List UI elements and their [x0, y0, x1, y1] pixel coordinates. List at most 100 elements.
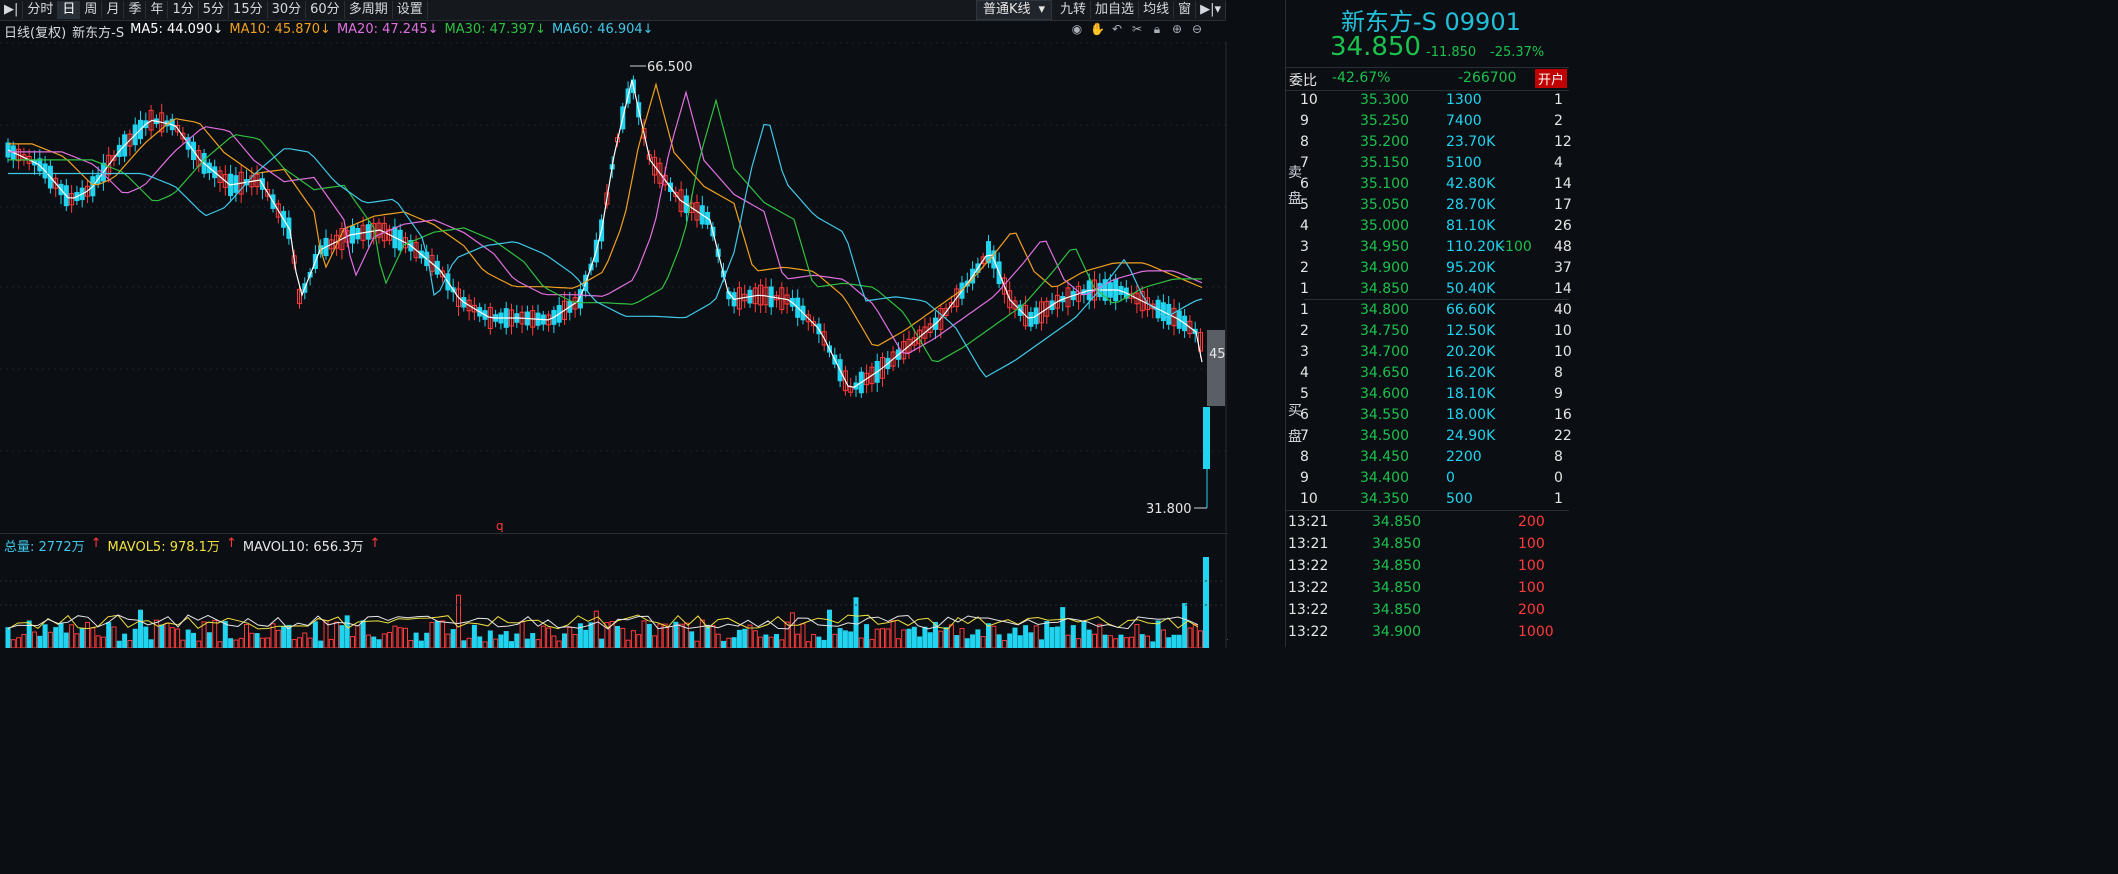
candle-body: [694, 202, 700, 221]
volume-bar: [249, 632, 255, 648]
period-tab-8[interactable]: 15分: [229, 1, 268, 19]
volume-bar: [970, 634, 976, 648]
ask-row[interactable]: 2 34.900 95.20K 37: [1286, 258, 1572, 279]
trade-price: 34.850: [1372, 602, 1421, 618]
volume-bar: [646, 623, 652, 648]
period-tab-0[interactable]: 分时: [23, 1, 59, 19]
bid-row[interactable]: 10 34.350 500 1: [1286, 489, 1569, 510]
candle-body: [805, 314, 811, 323]
bid-cnt: 22: [1554, 428, 1572, 444]
ask-row[interactable]: 8 35.200 23.70K 12: [1286, 132, 1572, 153]
scissors-icon[interactable]: ✂: [1131, 22, 1143, 36]
trade-vol: 100: [1518, 536, 1545, 552]
volume-bar: [524, 638, 530, 648]
bid-row[interactable]: 4 34.650 16.20K 8: [1286, 363, 1569, 384]
volume-bar: [1039, 639, 1044, 648]
volume-bar: [244, 623, 249, 648]
volume-bar: [334, 621, 340, 648]
ask-cnt: 37: [1554, 260, 1572, 276]
period-tab-5[interactable]: 年: [146, 1, 169, 19]
kline-type-select[interactable]: 普通K线 ▾: [975, 0, 1053, 20]
ask-row[interactable]: 5 35.050 28.70K 17: [1286, 195, 1572, 216]
trade-price: 34.850: [1372, 536, 1421, 552]
bid-row[interactable]: 3 34.700 20.20K 10: [1286, 342, 1572, 363]
ma60-label: MA60: 46.904↓: [552, 22, 654, 37]
bid-lvl: 10: [1300, 491, 1318, 507]
candle-body: [297, 288, 302, 305]
ask-vol: 7400: [1446, 113, 1482, 129]
undo-icon[interactable]: ↶: [1111, 22, 1123, 36]
period-tab-12[interactable]: 设置: [393, 1, 428, 19]
volume-chart[interactable]: 384 194 十万: [0, 533, 1228, 648]
period-tab-9[interactable]: 30分: [268, 1, 307, 19]
volume-bar: [1182, 603, 1188, 648]
volume-bar: [689, 631, 695, 648]
period-tab-2[interactable]: 周: [80, 1, 103, 19]
candle-body: [69, 193, 75, 206]
collapse-icon[interactable]: ▶|: [0, 1, 24, 19]
bid-row[interactable]: 5 34.600 18.10K 9: [1286, 384, 1569, 405]
candle-body: [127, 133, 133, 147]
bid-price: 34.700: [1360, 344, 1409, 360]
expand-icon[interactable]: ▶|▾: [1196, 1, 1226, 19]
lock-icon[interactable]: 🔒︎: [1153, 22, 1161, 36]
bid-row[interactable]: 2 34.750 12.50K 10: [1286, 321, 1572, 342]
low-label: 31.800: [1146, 502, 1192, 517]
volume-bar: [1171, 634, 1177, 648]
open-account-button[interactable]: 开户: [1535, 69, 1568, 88]
ask-row[interactable]: 7 35.150 5100 4: [1286, 153, 1569, 174]
volume-bar: [1060, 607, 1066, 648]
toolbar-right-item-3[interactable]: 窗: [1174, 1, 1197, 19]
ask-row[interactable]: 10 35.300 1300 1: [1286, 90, 1569, 111]
toolbar-right-item-2[interactable]: 均线: [1139, 1, 1175, 19]
zoom-in-icon[interactable]: ⊕: [1171, 22, 1183, 36]
volume-bar: [535, 639, 541, 648]
volume-bar: [1102, 634, 1108, 648]
ma60-line: [8, 123, 1203, 378]
volume-bar: [599, 638, 605, 648]
volume-bar: [328, 638, 334, 648]
candle-body: [572, 297, 578, 310]
zoom-out-icon[interactable]: ⊖: [1191, 22, 1203, 36]
high-label: 66.500: [647, 60, 693, 75]
bid-row[interactable]: 9 34.400 0 0: [1286, 468, 1569, 489]
ma30-line: [8, 98, 1202, 363]
period-tab-1[interactable]: 日: [58, 1, 81, 19]
ask-row[interactable]: 1 34.850 50.40K 14: [1286, 279, 1572, 300]
candlestick-chart[interactable]: 68.42862.06055.60549.23742.78236.327 66.…: [0, 42, 1228, 532]
volume-bar: [297, 637, 302, 648]
period-tab-6[interactable]: 1分: [168, 1, 199, 19]
volume-bar: [630, 630, 636, 648]
candle-body: [403, 237, 408, 249]
ask-row[interactable]: 3 34.950 110.20K -100 48: [1286, 237, 1572, 258]
volume-bar: [440, 620, 446, 648]
ask-row[interactable]: 9 35.250 7400 2: [1286, 111, 1569, 132]
candle-body: [1145, 297, 1150, 311]
period-tab-10[interactable]: 60分: [306, 1, 345, 19]
candle-body: [339, 228, 345, 251]
period-tab-3[interactable]: 月: [102, 1, 125, 19]
bid-row[interactable]: 8 34.450 2200 8: [1286, 447, 1569, 468]
ask-row[interactable]: 4 35.000 81.10K 26: [1286, 216, 1572, 237]
bid-row[interactable]: 7 34.500 24.90K 22: [1286, 426, 1572, 447]
bid-row[interactable]: 6 34.550 18.00K 16: [1286, 405, 1572, 426]
eye-icon[interactable]: ◉: [1071, 22, 1083, 36]
trade-row: 13:22 34.850 100: [1286, 577, 1569, 599]
bid-vol: 20.20K: [1446, 344, 1496, 360]
current-tag-label: 45: [1209, 347, 1226, 362]
volume-bar: [715, 633, 721, 648]
toolbar-right-item-0[interactable]: 九转: [1056, 1, 1092, 19]
period-tab-4[interactable]: 季: [124, 1, 147, 19]
volume-bar: [954, 635, 960, 648]
ask-vol: 28.70K: [1446, 197, 1496, 213]
period-tab-11[interactable]: 多周期: [345, 1, 393, 19]
ask-row[interactable]: 6 35.100 42.80K 14: [1286, 174, 1572, 195]
bid-row[interactable]: 1 34.800 66.60K 40: [1286, 300, 1572, 321]
volume-bar: [641, 620, 647, 648]
period-tab-7[interactable]: 5分: [199, 1, 230, 19]
ask-vol: 81.10K: [1446, 218, 1496, 234]
volume-bar: [456, 594, 461, 648]
volume-bar: [365, 634, 371, 648]
hand-icon[interactable]: ✋: [1090, 22, 1105, 36]
toolbar-right-item-1[interactable]: 加自选: [1091, 1, 1140, 19]
